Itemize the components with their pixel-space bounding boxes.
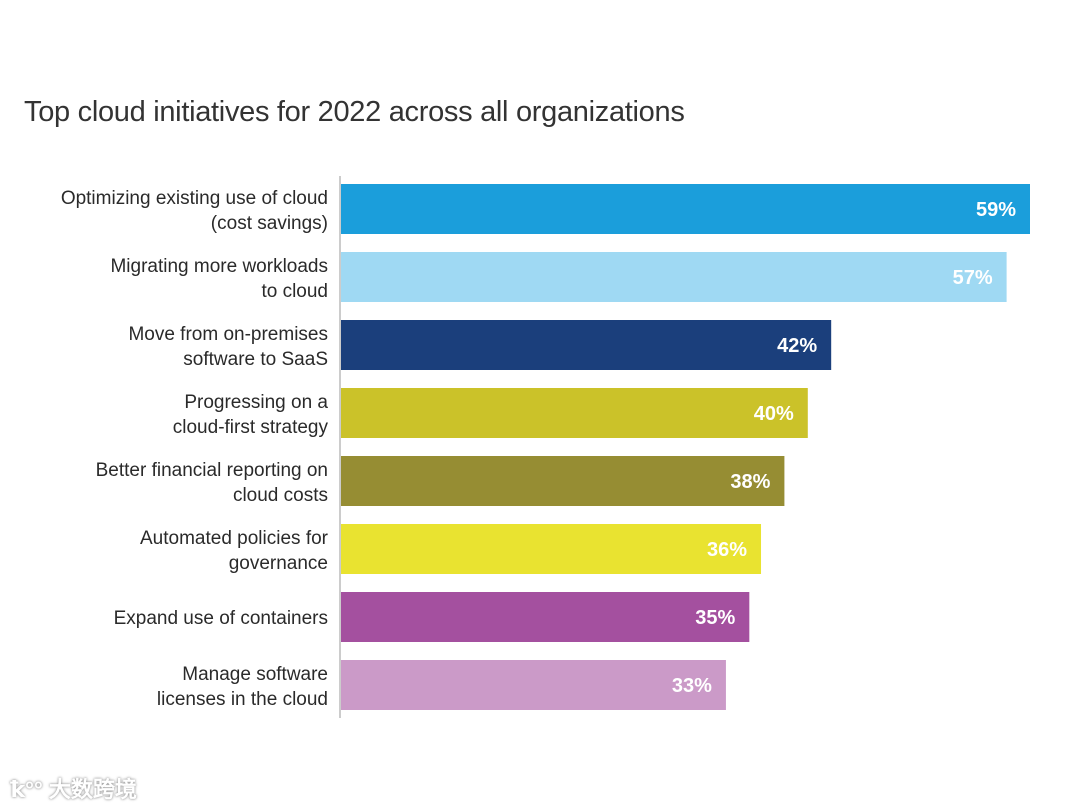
category-label: licenses in the cloud (157, 689, 328, 710)
category-label: Expand use of containers (114, 608, 328, 629)
bar-value-label: 42% (777, 335, 817, 357)
bar-value-label: 59% (976, 199, 1016, 221)
chart-title: Top cloud initiatives for 2022 across al… (24, 96, 685, 128)
bar (341, 456, 785, 506)
category-label: Progressing on a (184, 392, 328, 413)
bar (341, 388, 808, 438)
category-label: to cloud (261, 281, 328, 302)
category-label: software to SaaS (183, 349, 328, 370)
watermark-text: 大数跨境 (48, 777, 137, 802)
category-label: cloud costs (233, 485, 328, 506)
bar (341, 524, 762, 574)
bar (341, 320, 832, 370)
bar-value-label: 33% (672, 675, 712, 697)
bar-value-label: 57% (953, 267, 993, 289)
category-label: Manage software (182, 664, 328, 685)
watermark-logo-icon: ꝁ°° (10, 777, 49, 802)
bar-value-label: 40% (754, 403, 794, 425)
bar (341, 660, 726, 710)
bar (341, 184, 1030, 234)
category-label: (cost savings) (211, 213, 328, 234)
category-label: governance (229, 553, 328, 574)
bar-value-label: 35% (695, 607, 735, 629)
bar (341, 592, 750, 642)
bar (341, 252, 1007, 302)
category-label: Move from on-premises (128, 324, 328, 345)
category-label: Better financial reporting on (96, 460, 328, 481)
bar-value-label: 36% (707, 539, 747, 561)
watermark: ꝁ°° 大数跨境 (10, 772, 137, 804)
category-label: Automated policies for (140, 528, 329, 549)
category-label: Optimizing existing use of cloud (61, 188, 328, 209)
category-label: cloud-first strategy (173, 417, 329, 438)
bar-value-label: 38% (730, 471, 770, 493)
category-label: Migrating more workloads (110, 256, 328, 277)
